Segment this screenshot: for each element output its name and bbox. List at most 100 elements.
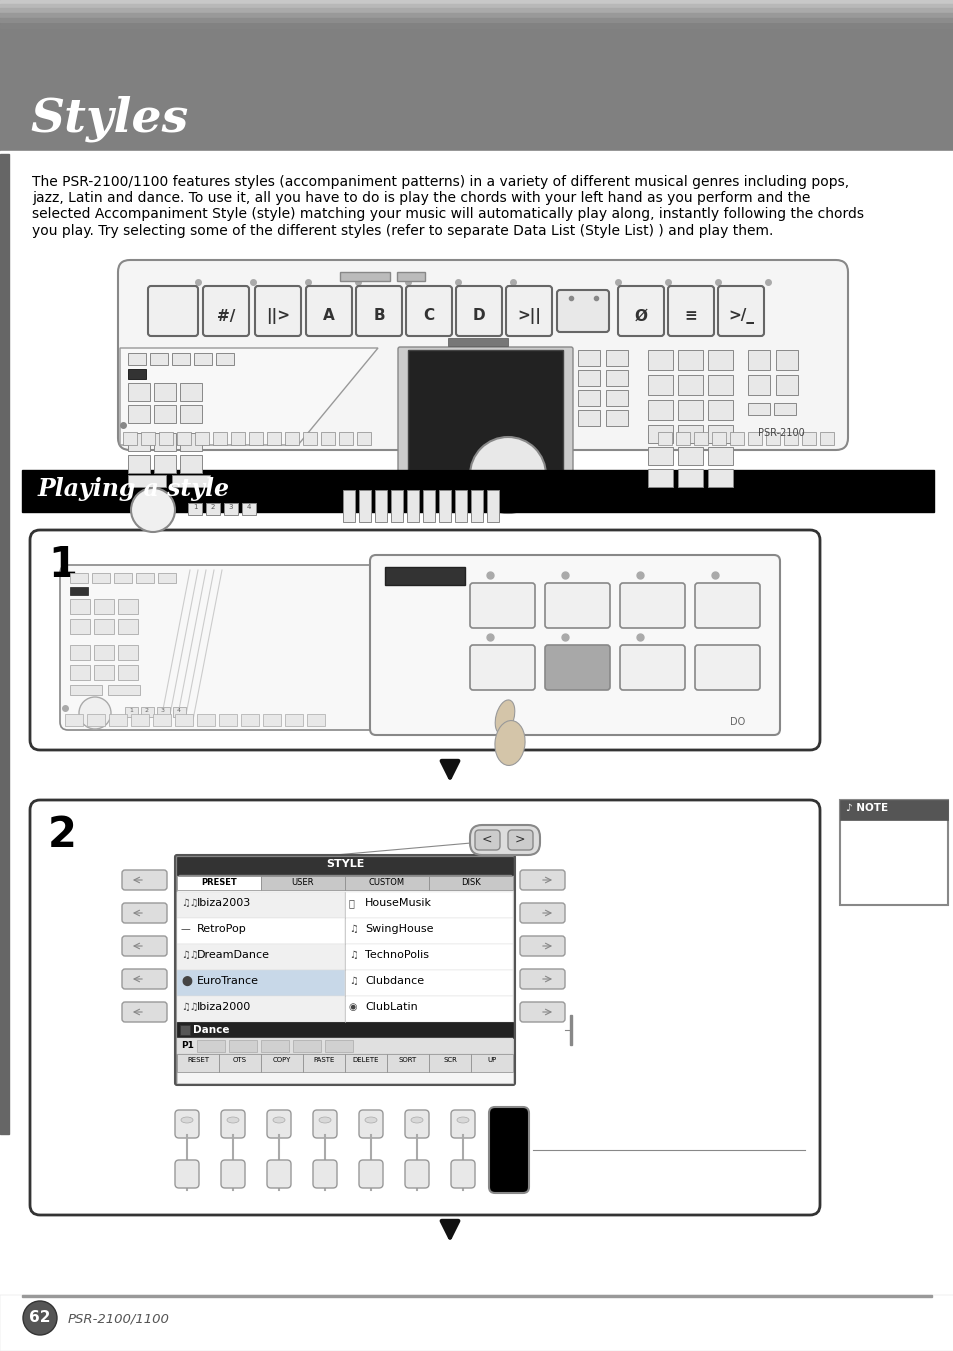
FancyBboxPatch shape bbox=[451, 1161, 475, 1188]
Bar bbox=[87, 713, 105, 725]
Bar bbox=[471, 1054, 513, 1071]
Bar bbox=[94, 665, 113, 680]
Bar bbox=[196, 1040, 225, 1052]
Bar bbox=[70, 586, 88, 594]
FancyBboxPatch shape bbox=[667, 286, 713, 336]
Bar bbox=[177, 432, 191, 444]
Bar bbox=[647, 400, 672, 420]
FancyBboxPatch shape bbox=[60, 565, 379, 730]
Bar bbox=[285, 713, 303, 725]
FancyBboxPatch shape bbox=[174, 1161, 199, 1188]
Bar bbox=[676, 432, 689, 444]
Bar bbox=[136, 573, 153, 584]
Text: 62: 62 bbox=[30, 1310, 51, 1325]
Bar bbox=[113, 573, 132, 584]
Text: Dance: Dance bbox=[193, 1025, 230, 1035]
Text: ♫: ♫ bbox=[349, 924, 357, 934]
FancyBboxPatch shape bbox=[122, 902, 167, 923]
Bar bbox=[605, 350, 627, 366]
Ellipse shape bbox=[227, 1117, 239, 1123]
Bar bbox=[263, 713, 281, 725]
Text: >: > bbox=[515, 834, 525, 846]
Bar bbox=[94, 644, 113, 661]
Text: TechnoPolis: TechnoPolis bbox=[365, 950, 429, 961]
Bar bbox=[658, 432, 671, 444]
Bar bbox=[22, 1296, 931, 1297]
FancyBboxPatch shape bbox=[174, 855, 515, 1085]
Bar bbox=[153, 382, 175, 401]
FancyBboxPatch shape bbox=[405, 1111, 429, 1138]
Bar bbox=[678, 400, 702, 420]
Text: USER: USER bbox=[292, 878, 314, 888]
Bar bbox=[747, 376, 769, 394]
FancyBboxPatch shape bbox=[451, 1111, 475, 1138]
Bar bbox=[647, 376, 672, 394]
FancyBboxPatch shape bbox=[507, 830, 533, 850]
Bar bbox=[180, 382, 202, 401]
Bar bbox=[70, 665, 90, 680]
FancyBboxPatch shape bbox=[519, 870, 564, 890]
Bar bbox=[345, 875, 429, 890]
FancyBboxPatch shape bbox=[267, 1111, 291, 1138]
FancyBboxPatch shape bbox=[544, 584, 609, 628]
FancyBboxPatch shape bbox=[406, 286, 452, 336]
Bar bbox=[345, 917, 513, 944]
Bar bbox=[471, 490, 482, 521]
FancyBboxPatch shape bbox=[122, 870, 167, 890]
FancyBboxPatch shape bbox=[203, 286, 249, 336]
Bar bbox=[177, 857, 513, 1084]
Ellipse shape bbox=[502, 1117, 515, 1123]
Bar bbox=[707, 376, 732, 394]
Text: DreamDance: DreamDance bbox=[196, 950, 270, 961]
FancyBboxPatch shape bbox=[355, 286, 401, 336]
Text: 3: 3 bbox=[229, 504, 233, 509]
Bar bbox=[172, 476, 210, 486]
Bar bbox=[486, 490, 498, 521]
FancyBboxPatch shape bbox=[497, 1161, 520, 1188]
Text: Ibiza2003: Ibiza2003 bbox=[196, 898, 251, 908]
Bar bbox=[569, 1015, 572, 1046]
Bar bbox=[678, 376, 702, 394]
Text: PSR-2100/1100: PSR-2100/1100 bbox=[68, 1312, 170, 1325]
Text: 1: 1 bbox=[193, 504, 197, 509]
FancyBboxPatch shape bbox=[519, 902, 564, 923]
Bar bbox=[219, 1054, 261, 1071]
Bar bbox=[0, 4, 953, 8]
Circle shape bbox=[79, 697, 111, 730]
Bar bbox=[261, 1040, 289, 1052]
Bar bbox=[840, 800, 947, 905]
Bar bbox=[141, 432, 154, 444]
Bar bbox=[0, 14, 953, 18]
Bar bbox=[70, 598, 90, 613]
FancyBboxPatch shape bbox=[456, 286, 501, 336]
Bar bbox=[345, 892, 513, 917]
Text: DISK: DISK bbox=[460, 878, 480, 888]
Bar bbox=[707, 469, 732, 486]
Bar bbox=[193, 353, 212, 365]
Bar bbox=[840, 800, 947, 820]
Bar bbox=[647, 469, 672, 486]
Bar bbox=[141, 707, 153, 717]
FancyBboxPatch shape bbox=[221, 1161, 245, 1188]
Text: ||>: ||> bbox=[266, 308, 290, 324]
Bar bbox=[70, 685, 102, 694]
Text: 2: 2 bbox=[48, 815, 77, 857]
FancyBboxPatch shape bbox=[544, 644, 609, 690]
Bar bbox=[194, 432, 209, 444]
Bar bbox=[70, 644, 90, 661]
Bar bbox=[345, 944, 513, 970]
Text: C: C bbox=[423, 308, 435, 323]
Bar bbox=[303, 432, 316, 444]
FancyBboxPatch shape bbox=[519, 1002, 564, 1021]
Bar bbox=[128, 405, 150, 423]
FancyBboxPatch shape bbox=[306, 286, 352, 336]
Bar bbox=[153, 455, 175, 473]
Text: ♫♫: ♫♫ bbox=[181, 1002, 198, 1012]
Bar bbox=[242, 503, 255, 515]
Bar bbox=[0, 154, 953, 1351]
Bar bbox=[707, 400, 732, 420]
FancyBboxPatch shape bbox=[221, 1111, 245, 1138]
Bar bbox=[188, 503, 202, 515]
Bar bbox=[422, 490, 435, 521]
Bar bbox=[91, 573, 110, 584]
